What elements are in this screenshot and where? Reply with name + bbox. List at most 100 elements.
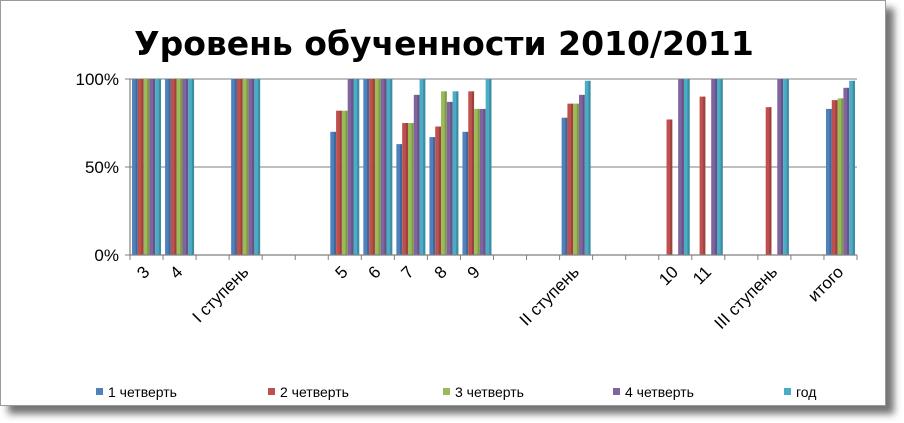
bar-shade <box>186 79 189 255</box>
bar-shade <box>257 79 261 255</box>
axis-layer <box>129 79 858 260</box>
bar <box>188 79 195 255</box>
bar-shade <box>444 91 447 255</box>
bar <box>341 110 348 256</box>
bar <box>353 79 360 255</box>
chart-title: Уровень обученности 2010/2011 <box>134 24 754 63</box>
x-tick-label: III ступень <box>711 262 782 333</box>
bar <box>402 123 408 255</box>
bar <box>248 79 255 255</box>
legend-swatch <box>784 388 791 395</box>
bar <box>429 137 436 255</box>
bar-shade <box>246 79 249 255</box>
x-tick-label: 10 <box>655 262 682 289</box>
bar <box>363 79 370 255</box>
bar-shade <box>405 123 408 255</box>
bar <box>831 100 838 256</box>
bar-shade <box>841 98 844 255</box>
bar-shade <box>670 119 673 255</box>
x-tick-label: 5 <box>331 262 351 282</box>
legend-label: год <box>796 384 816 400</box>
bar-shade <box>582 94 585 255</box>
bar <box>254 79 261 255</box>
bar-shade <box>423 79 426 255</box>
bar <box>419 79 426 255</box>
bar-shade <box>153 79 156 255</box>
bar <box>347 79 354 255</box>
legend-label: 3 четверть <box>455 384 524 400</box>
chart-svg: Уровень обученности 2010/2011 0% 50% 10 0% … <box>76 24 858 400</box>
bar <box>452 91 459 255</box>
bar <box>579 94 585 255</box>
bar <box>837 98 844 255</box>
bar-shade <box>571 103 574 255</box>
legend-swatch <box>613 388 620 395</box>
y-tick-label: 0% <box>94 246 119 265</box>
bar-shade <box>477 108 480 255</box>
x-tick-label: 7 <box>398 262 418 282</box>
bar-shade <box>681 79 684 255</box>
bar <box>143 79 150 255</box>
legend-label: 2 четверть <box>280 384 349 400</box>
bar-shade <box>438 126 442 256</box>
bar <box>413 94 420 255</box>
bar-shade <box>769 107 772 255</box>
bar <box>170 79 177 255</box>
chart-frame: Уровень обученности 2010/2011 0% 50% 10 0% … <box>0 0 886 406</box>
bar-shade <box>786 79 789 255</box>
bars-layer <box>132 79 855 256</box>
bar-shade <box>471 91 475 255</box>
bar-shade <box>240 79 243 255</box>
x-tick-label: 4 <box>166 262 186 282</box>
bar-shade <box>333 131 337 255</box>
bar <box>699 96 706 255</box>
bar <box>165 79 171 255</box>
x-tick-label: 8 <box>431 262 451 282</box>
legend-swatch <box>443 388 450 395</box>
y-tick-label: 100% <box>76 70 119 89</box>
bar <box>441 91 447 255</box>
x-tick-label: 3 <box>133 262 153 282</box>
x-tick-label: I ступень <box>189 262 253 326</box>
bar-shade <box>378 79 381 255</box>
bar <box>231 79 237 255</box>
bar-shade <box>191 79 195 255</box>
legend-swatch <box>268 388 275 395</box>
bar-shade <box>168 79 171 255</box>
bar <box>765 107 772 255</box>
bar-shade <box>835 100 838 256</box>
bar-shade <box>345 110 348 256</box>
bar <box>176 79 183 255</box>
bar-shade <box>141 79 144 255</box>
bar-shade <box>252 79 255 255</box>
x-tick-label: 6 <box>365 262 385 282</box>
bar <box>474 108 480 255</box>
bar-shade <box>456 91 459 255</box>
bar <box>462 131 469 255</box>
bar-shade <box>703 96 706 255</box>
bar-shade <box>357 79 360 255</box>
legend-label: 4 четверть <box>625 384 694 400</box>
bar-shade <box>852 80 855 255</box>
bar <box>435 126 442 256</box>
x-tick-label: II ступень <box>516 262 583 329</box>
bar <box>242 79 249 255</box>
legend: 1 четверть 2 четверть 3 четверть 4 четверть… <box>96 384 816 400</box>
bar <box>132 79 138 255</box>
bar-shade <box>565 117 568 255</box>
legend-swatch <box>96 388 103 395</box>
bar-shade <box>147 79 150 255</box>
bar-shade <box>466 131 469 255</box>
bar-shade <box>576 103 580 255</box>
bar-shade <box>433 137 436 255</box>
bar <box>155 79 162 255</box>
bar <box>336 110 342 256</box>
bar-shade <box>234 79 237 255</box>
x-tick-label: 11 <box>689 262 715 288</box>
bar <box>330 131 337 255</box>
bar-shade <box>180 79 183 255</box>
bar <box>843 87 850 255</box>
bar-shade <box>720 79 723 255</box>
bar <box>716 79 723 255</box>
